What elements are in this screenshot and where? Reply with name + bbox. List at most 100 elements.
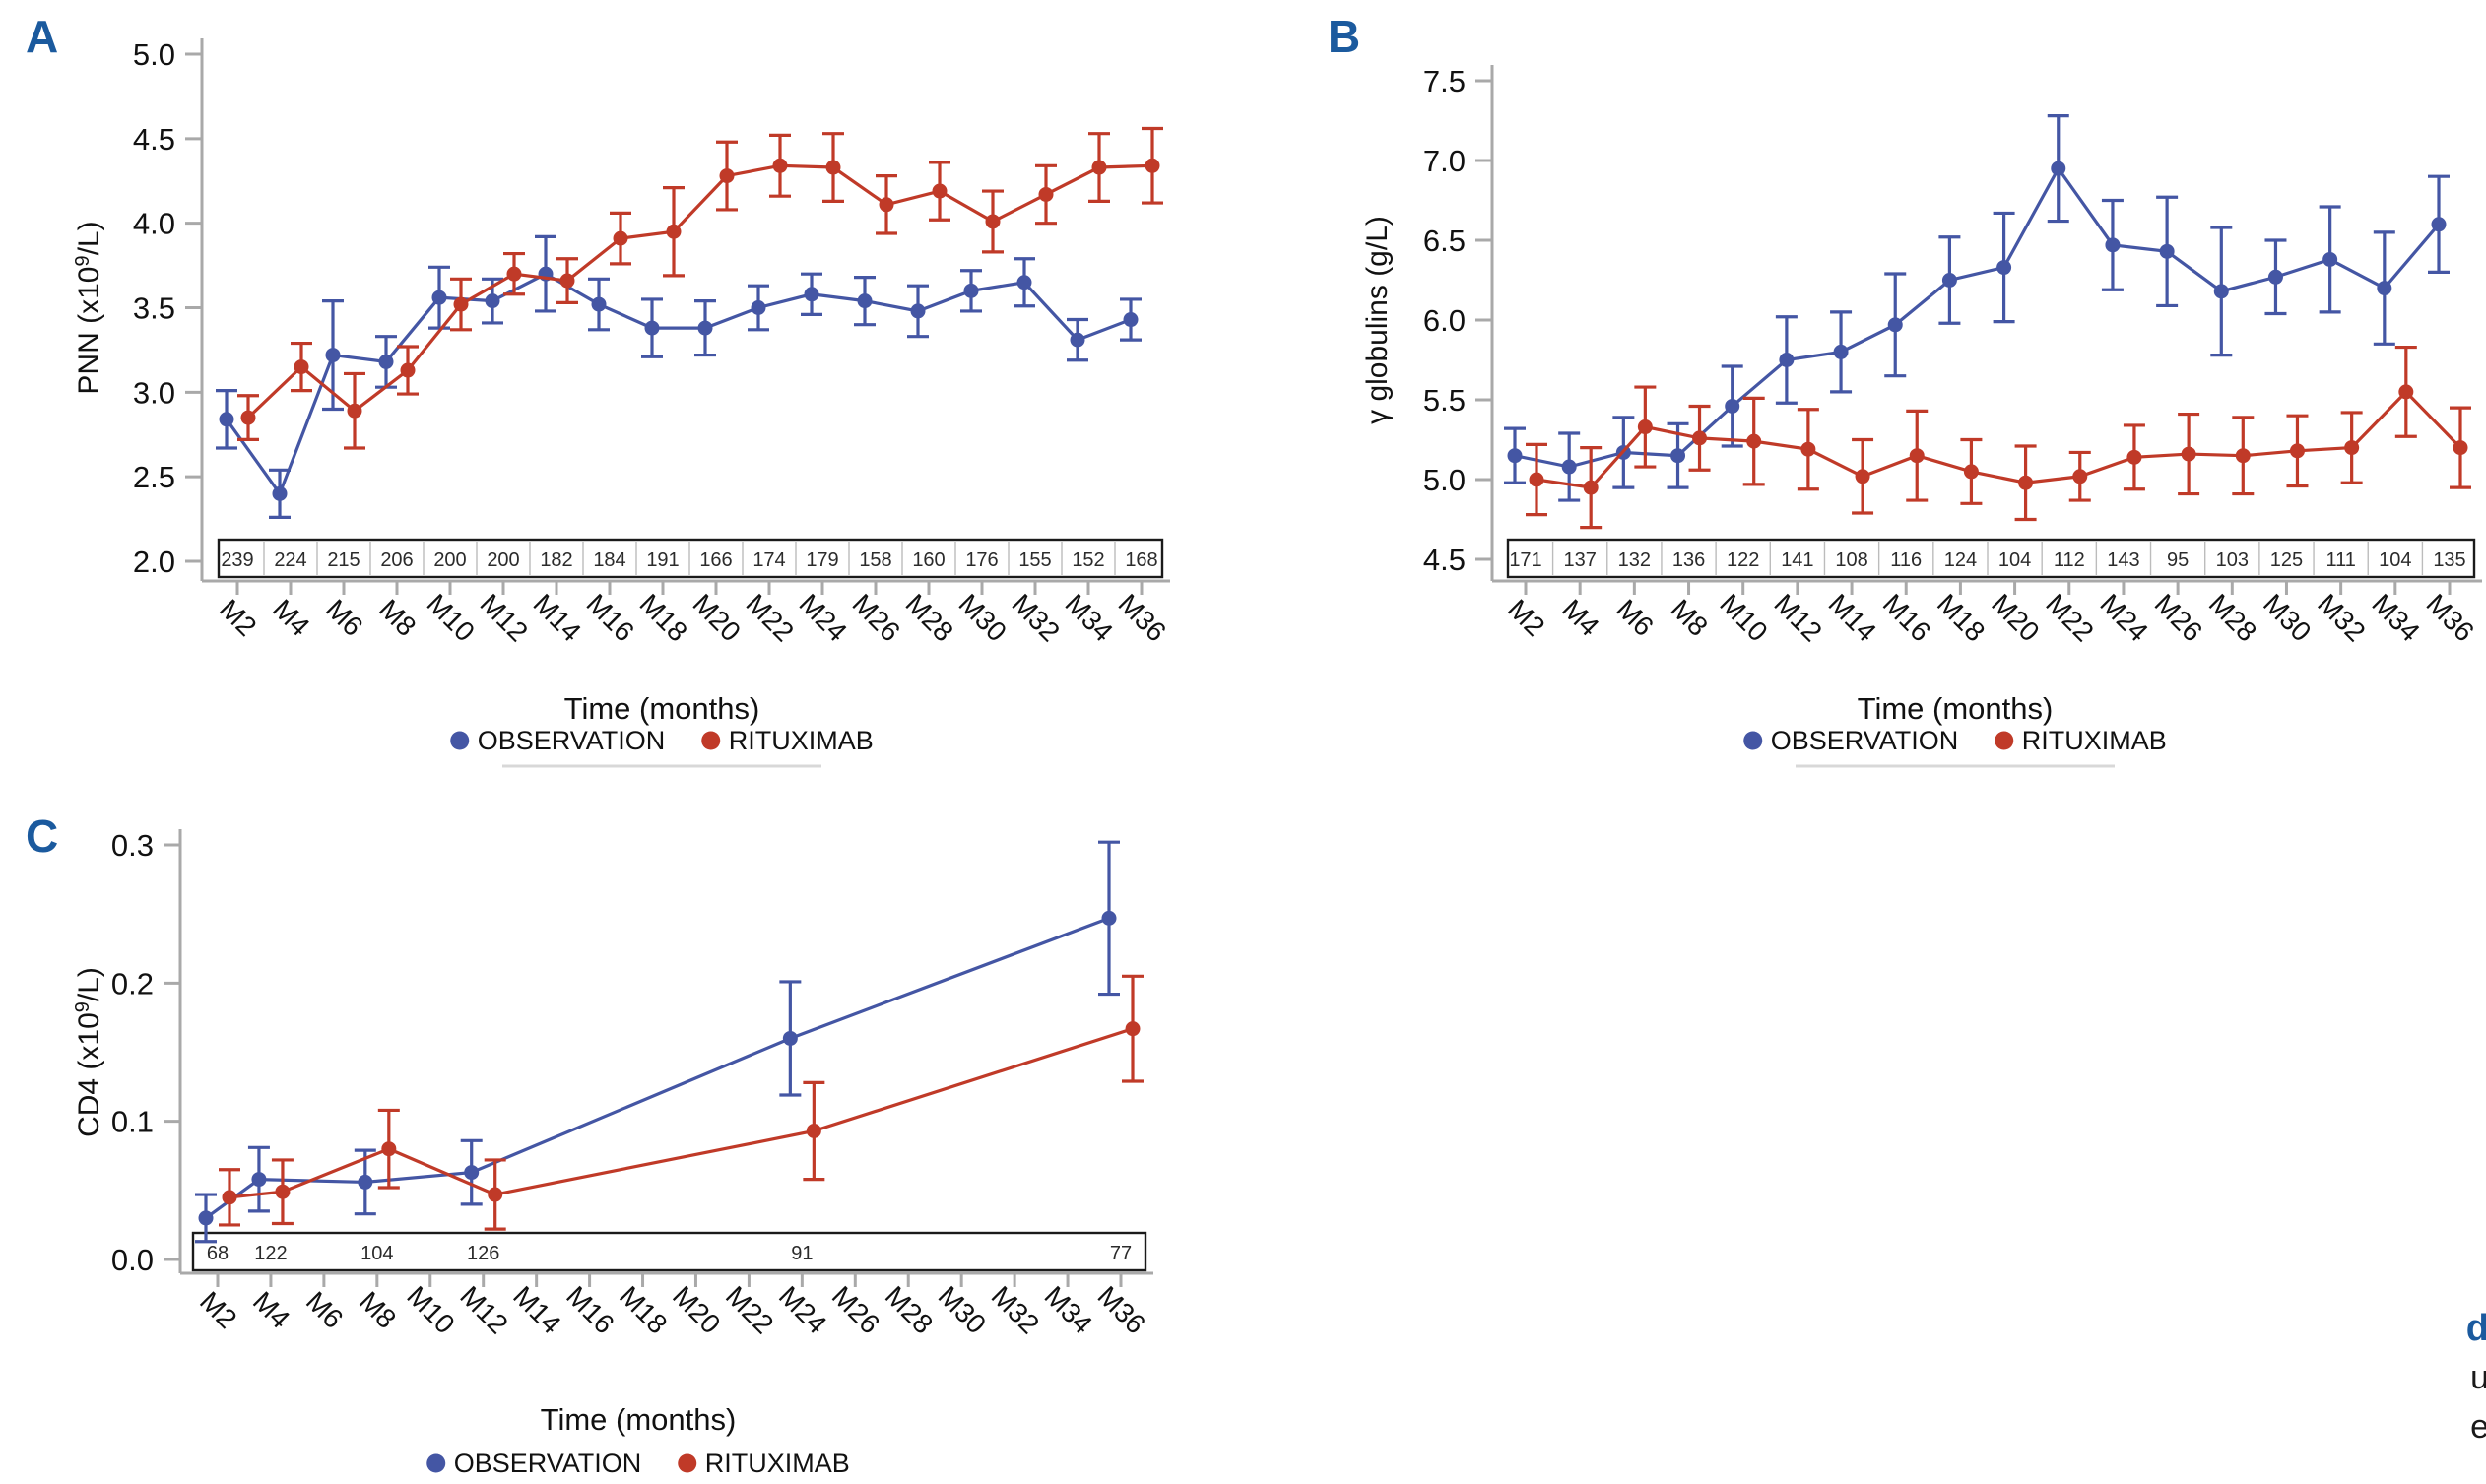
svg-text:137: 137 [1563, 549, 1596, 571]
svg-text:116: 116 [1890, 549, 1922, 571]
svg-text:104: 104 [360, 1243, 393, 1264]
svg-text:M2: M2 [214, 594, 262, 642]
svg-text:M28: M28 [899, 588, 958, 647]
series-rituximab [219, 974, 1144, 1231]
svg-text:191: 191 [646, 549, 679, 571]
svg-text:M26: M26 [2149, 588, 2208, 647]
svg-text:171: 171 [1509, 549, 1541, 571]
x-axis-ticks: M2 M4 M6 M8 M10M12M14M16M18M20M22M24M26M28M3… [194, 1273, 1151, 1340]
svg-text:M6: M6 [300, 1286, 349, 1334]
series-observation [195, 840, 1120, 1244]
axes [178, 829, 1153, 1275]
svg-text:M10: M10 [1714, 588, 1773, 647]
panel-c-label: C [26, 810, 59, 862]
svg-text:γ globulins (g/L): γ globulins (g/L) [1361, 216, 1394, 424]
svg-text:M6: M6 [320, 594, 368, 642]
x-axis-ticks: M2 M4 M6 M8 M10M12M14M16M18M20M22M24M26M28M3… [1502, 581, 2480, 648]
svg-text:160: 160 [912, 549, 945, 571]
legend: OBSERVATION RITUXIMAB [426, 1449, 850, 1478]
svg-text:132: 132 [1618, 549, 1651, 571]
y-axis-ticks: 2.0 2.5 3.0 3.5 4.0 4.5 5.0 [133, 37, 202, 579]
svg-text:91: 91 [791, 1243, 813, 1264]
svg-text:M8: M8 [1666, 594, 1714, 642]
svg-text:M30: M30 [952, 588, 1012, 647]
svg-text:136: 136 [1672, 549, 1705, 571]
legend: OBSERVATION RITUXIMAB [1743, 726, 2167, 755]
axes [200, 38, 1170, 583]
svg-text:M4: M4 [267, 594, 315, 642]
svg-text:200: 200 [487, 549, 519, 571]
svg-text:122: 122 [254, 1243, 287, 1264]
y-axis-ticks: 0.0 0.1 0.2 0.3 [111, 828, 180, 1277]
svg-text:M22: M22 [740, 588, 799, 647]
svg-text:0.1: 0.1 [111, 1105, 154, 1139]
svg-text:OBSERVATION: OBSERVATION [1771, 726, 1959, 755]
svg-text:141: 141 [1781, 549, 1813, 571]
svg-text:M14: M14 [1823, 588, 1882, 647]
svg-text:166: 166 [699, 549, 732, 571]
svg-text:Time (months): Time (months) [564, 691, 760, 726]
svg-text:3.0: 3.0 [133, 375, 175, 410]
svg-text:103: 103 [2216, 549, 2249, 571]
svg-text:135: 135 [2433, 549, 2465, 571]
svg-text:5.5: 5.5 [1423, 383, 1466, 418]
svg-text:215: 215 [327, 549, 360, 571]
cropped-text-line-3: e [2470, 1408, 2486, 1446]
svg-text:77: 77 [1110, 1243, 1132, 1264]
svg-text:M16: M16 [1877, 588, 1936, 647]
cropped-margin-text: d u e [2466, 1310, 2486, 1444]
svg-text:M26: M26 [826, 1280, 885, 1339]
svg-text:206: 206 [380, 549, 413, 571]
svg-text:7.0: 7.0 [1423, 144, 1466, 178]
svg-text:M24: M24 [793, 588, 852, 647]
svg-text:M34: M34 [1059, 588, 1118, 647]
svg-text:M32: M32 [1006, 588, 1065, 647]
svg-text:104: 104 [1998, 549, 2031, 571]
y-axis-ticks: 4.5 5.0 5.5 6.0 6.5 7.0 7.5 [1423, 64, 1492, 577]
svg-text:OBSERVATION: OBSERVATION [454, 1449, 642, 1478]
svg-text:125: 125 [2270, 549, 2303, 571]
svg-text:5.0: 5.0 [133, 37, 175, 72]
svg-text:M12: M12 [1768, 588, 1827, 647]
svg-text:M8: M8 [354, 1286, 402, 1334]
svg-text:Time (months): Time (months) [541, 1402, 737, 1437]
svg-text:M34: M34 [1039, 1280, 1098, 1339]
svg-text:174: 174 [752, 549, 785, 571]
svg-text:M22: M22 [720, 1280, 779, 1339]
svg-text:M30: M30 [933, 1280, 992, 1339]
svg-text:200: 200 [433, 549, 466, 571]
x-axis-ticks: M2 M4 M6 M8 M10M12M14M16M18M20M22M24M26M28M3… [214, 581, 1172, 648]
panel-b-label: B [1328, 11, 1361, 62]
svg-text:OBSERVATION: OBSERVATION [478, 726, 666, 755]
axis-titles: CD4 (x109/L) Time (months) [72, 967, 736, 1437]
svg-text:M10: M10 [421, 588, 480, 647]
svg-text:M18: M18 [633, 588, 692, 647]
svg-text:M36: M36 [1112, 588, 1171, 647]
svg-text:5.0: 5.0 [1423, 463, 1466, 497]
svg-text:M24: M24 [773, 1280, 832, 1339]
svg-text:122: 122 [1727, 549, 1759, 571]
svg-text:M12: M12 [474, 588, 533, 647]
svg-text:3.5: 3.5 [133, 291, 175, 326]
svg-text:M8: M8 [373, 594, 422, 642]
cropped-text-line-1: d [2465, 1308, 2486, 1349]
panel-a-label: A [26, 11, 59, 62]
svg-text:4.0: 4.0 [133, 207, 175, 241]
chart-a-pnn: 2.02.53.03.54.04.55.0M2 M4 M6 M8 M10M12M14M1… [72, 37, 1172, 768]
svg-text:124: 124 [1944, 549, 1977, 571]
svg-text:M6: M6 [1610, 594, 1659, 642]
series-observation [1504, 114, 2450, 502]
svg-text:M28: M28 [2203, 588, 2262, 647]
svg-text:M18: M18 [614, 1280, 673, 1339]
svg-text:224: 224 [274, 549, 306, 571]
svg-text:M12: M12 [454, 1280, 513, 1339]
series-observation [216, 234, 1142, 519]
svg-text:143: 143 [2107, 549, 2139, 571]
svg-text:M22: M22 [2040, 588, 2099, 647]
svg-text:M14: M14 [527, 588, 586, 647]
svg-text:182: 182 [540, 549, 572, 571]
svg-text:6.0: 6.0 [1423, 303, 1466, 338]
svg-text:2.0: 2.0 [133, 545, 175, 579]
svg-text:158: 158 [859, 549, 891, 571]
svg-text:M20: M20 [687, 588, 746, 647]
